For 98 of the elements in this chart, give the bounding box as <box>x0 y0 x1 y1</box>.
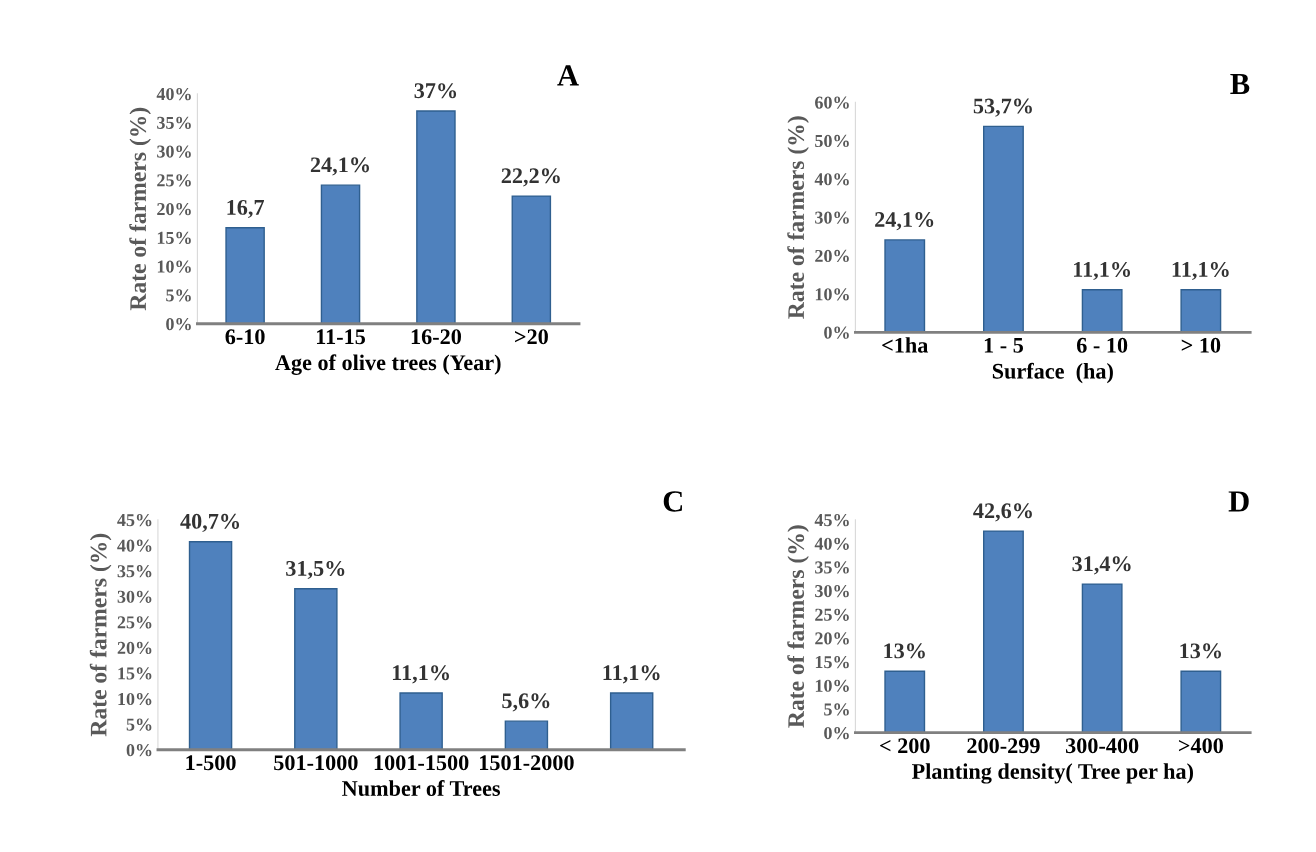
chart-title: C <box>663 491 682 512</box>
y-tick-label: 10% <box>157 260 191 273</box>
data-label: 31,5% <box>286 560 345 580</box>
y-tick-label: 20% <box>117 641 152 655</box>
x-tick-label: <1ha <box>882 337 929 353</box>
y-tick-label: 0% <box>166 318 191 331</box>
x-tick-label: 200-299 <box>967 738 1040 754</box>
bar <box>983 125 1024 333</box>
y-tick-label: 35% <box>815 561 849 574</box>
y-tick-label: 10% <box>815 679 849 692</box>
y-tick-label: 0% <box>824 726 849 740</box>
x-tick-label: 1501-2000 <box>480 755 574 771</box>
bar <box>1081 583 1123 733</box>
bar <box>884 239 926 333</box>
y-tick-label: 40% <box>814 173 849 186</box>
data-label: 16,7 <box>227 199 265 219</box>
y-tick-label: 40% <box>156 87 191 101</box>
y-tick-label: 50% <box>815 134 849 148</box>
x-tick-label: 16-20 <box>411 329 461 345</box>
x-tick-label: 300-400 <box>1065 738 1139 754</box>
x-tick-label: 1-500 <box>186 755 236 771</box>
y-tick-label: 0% <box>824 326 849 339</box>
x-tick-label: 501-1000 <box>274 755 358 771</box>
bar <box>416 110 456 324</box>
bar <box>983 530 1024 733</box>
data-label: 11,1% <box>1172 261 1229 281</box>
y-tick-label: 35% <box>157 116 191 129</box>
x-tick-label: 6 - 10 <box>1076 337 1128 353</box>
y-tick-label: 35% <box>117 565 152 578</box>
data-label: 13% <box>884 643 925 659</box>
x-tick-label: >20 <box>515 329 548 345</box>
y-axis-title: Rate of farmers (%) <box>787 525 809 728</box>
y-axis-title: Rate of farmers (%) <box>89 533 112 737</box>
y-tick-label: 25% <box>815 608 849 621</box>
bar <box>1180 670 1222 733</box>
y-tick-label: 30% <box>815 584 849 598</box>
x-tick-label: > 10 <box>1181 337 1221 353</box>
y-axis-title: Rate of farmers (%) <box>129 107 151 311</box>
bar <box>504 720 549 750</box>
bar <box>1081 289 1123 333</box>
bar <box>399 692 443 750</box>
x-tick-label: 1 - 5 <box>984 337 1023 353</box>
y-tick-label: 60% <box>815 96 849 109</box>
bar <box>225 227 265 324</box>
data-label: 53,7% <box>973 98 1032 117</box>
y-tick-label: 20% <box>157 203 191 216</box>
y-tick-label: 25% <box>157 174 191 187</box>
y-tick-label: 45% <box>117 513 152 527</box>
y-tick-label: 30% <box>117 590 152 603</box>
y-tick-label: 0% <box>126 744 152 757</box>
y-tick-label: 20% <box>815 249 849 263</box>
data-label: 22,2% <box>501 168 560 187</box>
y-tick-label: 15% <box>815 655 849 669</box>
y-tick-label: 15% <box>157 231 191 244</box>
data-label: 11,1% <box>603 665 660 684</box>
chart-title: A <box>557 65 579 86</box>
chart-title: D <box>1228 491 1249 512</box>
y-tick-label: 10% <box>118 692 152 706</box>
x-tick-label: < 200 <box>880 738 930 754</box>
x-axis-title: Planting density( Tree per ha) <box>912 763 1194 784</box>
chart-title: B <box>1230 73 1250 94</box>
bar <box>188 541 233 750</box>
x-tick-label: 6-10 <box>225 329 265 345</box>
y-tick-label: 45% <box>814 513 849 527</box>
y-tick-label: 25% <box>117 616 152 629</box>
data-label: 5,6% <box>502 693 550 712</box>
data-label: 13% <box>1180 643 1221 659</box>
data-label: 40,7% <box>180 513 240 533</box>
x-tick-label: 1001-1500 <box>374 755 469 771</box>
y-tick-label: 10% <box>815 288 849 301</box>
y-tick-label: 40% <box>814 537 849 550</box>
data-label: 42,6% <box>973 503 1032 522</box>
y-tick-label: 5% <box>126 718 152 731</box>
x-axis-title: Number of Trees <box>342 780 501 797</box>
bar <box>511 195 552 324</box>
bar <box>1180 289 1222 333</box>
data-label: 24,1% <box>875 212 934 231</box>
y-tick-label: 30% <box>157 145 191 158</box>
y-tick-label: 5% <box>824 703 849 716</box>
data-label: 24,1% <box>310 157 369 176</box>
x-tick-label: 11-15 <box>316 329 366 345</box>
y-tick-label: 20% <box>815 632 849 645</box>
bar <box>884 670 926 733</box>
y-tick-label: 5% <box>166 289 191 302</box>
data-label: 11,1% <box>392 665 449 684</box>
data-label: 11,1% <box>1073 261 1131 281</box>
y-tick-label: 40% <box>117 539 152 552</box>
x-axis-title: Surface (ha) <box>992 362 1113 384</box>
x-axis-title: Age of olive trees (Year) <box>275 354 501 375</box>
data-label: 31,4% <box>1072 556 1131 575</box>
y-tick-label: 30% <box>815 211 849 224</box>
bar <box>609 692 654 750</box>
y-tick-label: 15% <box>118 667 152 680</box>
y-axis-title: Rate of farmers (%) <box>787 116 809 319</box>
x-tick-label: >400 <box>1178 738 1223 754</box>
bar <box>320 184 361 324</box>
data-label: 37% <box>414 83 457 99</box>
bar <box>294 588 338 750</box>
